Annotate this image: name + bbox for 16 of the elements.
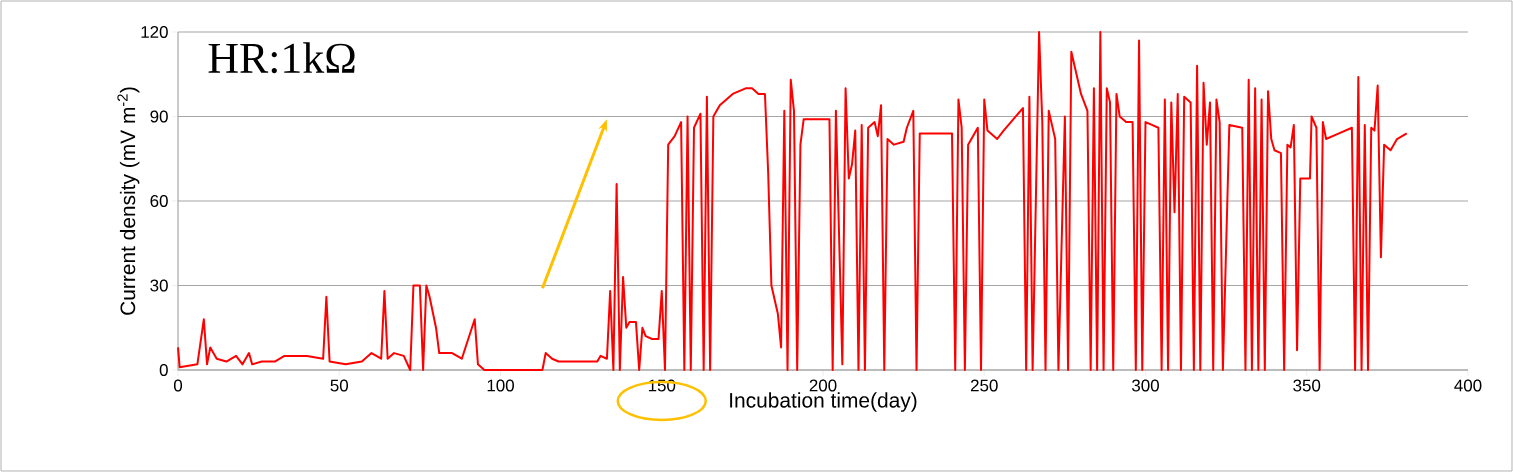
annotation: HR:1kΩ [208, 42, 355, 74]
x-tick-label: 200 [809, 379, 837, 392]
y-tick-label: 120 [141, 25, 168, 38]
x-tick-label: 400 [1454, 379, 1482, 392]
x-tick-label: 250 [970, 379, 998, 392]
x-tick-label: 100 [487, 379, 514, 392]
x-tick-label: 350 [1293, 379, 1321, 392]
x-tick-label: 50 [330, 379, 349, 392]
x-tick-label: 300 [1132, 379, 1159, 392]
y-axis-title: Current density (mV m$^{-2}$) [117, 87, 140, 315]
x-axis-title: Incubation time(day) [730, 392, 917, 412]
y-tick-label: 0 [159, 363, 168, 376]
y-tick-label: 90 [150, 110, 168, 123]
y-tick-label: 30 [150, 279, 168, 292]
y-tick-label: 60 [150, 194, 168, 207]
x-tick-label: 0 [173, 379, 183, 392]
